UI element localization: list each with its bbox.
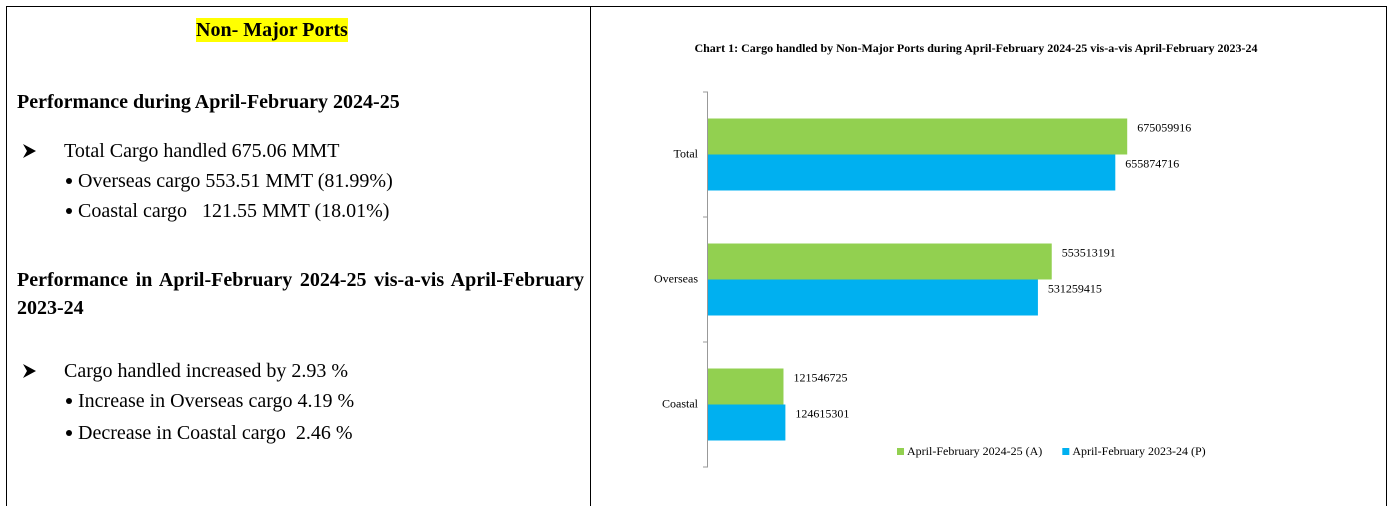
dot-bullet [66, 178, 72, 184]
bar [708, 118, 1128, 155]
bar [708, 368, 784, 405]
bar [708, 404, 786, 441]
chart-title: Chart 1: Cargo handled by Non-Major Port… [694, 41, 1258, 55]
heading: Non- Major Ports [196, 18, 348, 42]
data-label: 124615301 [795, 406, 849, 420]
data-label: 553513191 [1062, 245, 1116, 259]
y-tick-label: Overseas [654, 271, 698, 285]
dot-bullet [66, 398, 72, 404]
data-label: 121546725 [793, 370, 847, 384]
section-title: Performance during April-February 2024-2… [17, 91, 400, 113]
dot-bullet [66, 430, 72, 436]
data-label: 655874716 [1125, 156, 1179, 170]
data-label: 675059916 [1137, 120, 1191, 134]
legend-swatch [1062, 448, 1070, 455]
bar [708, 243, 1052, 280]
data-label: 531259415 [1048, 281, 1102, 295]
arrow-bullet [23, 144, 36, 158]
legend-swatch [897, 448, 904, 455]
section-title: Performance in April-February 2024-25 vi… [17, 269, 584, 319]
legend-label: April-February 2024-25 (A) [907, 444, 1042, 458]
bar [708, 279, 1038, 316]
dot-bullet [66, 208, 72, 214]
point: Cargo handled increased by 2.93 % [64, 360, 348, 382]
sub-item: Increase in Overseas cargo 4.19 % [78, 390, 355, 412]
point: Total Cargo handled 675.06 MMT [64, 140, 340, 162]
arrow-bullet [23, 364, 36, 378]
legend-label: April-February 2023-24 (P) [1072, 444, 1205, 458]
sub-item: Overseas cargo 553.51 MMT (81.99%) [78, 170, 393, 192]
bar [708, 154, 1116, 191]
sub-item: Decrease in Coastal cargo 2.46 % [78, 422, 353, 444]
y-tick-label: Coastal [662, 396, 699, 410]
sub-item: Coastal cargo 121.55 MMT (18.01%) [78, 200, 390, 222]
y-tick-label: Total [674, 146, 699, 160]
